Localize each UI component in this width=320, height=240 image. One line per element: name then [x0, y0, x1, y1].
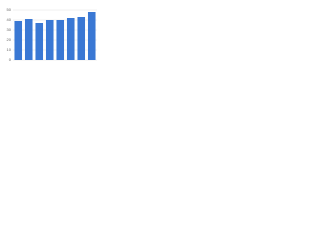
bar — [77, 17, 86, 60]
y-tick-label: 40 — [7, 17, 12, 22]
chart: 0 10 20 30 40 50 — [7, 7, 97, 62]
bar — [87, 12, 96, 60]
y-tick-label: 0 — [9, 57, 12, 62]
bar — [35, 23, 44, 60]
y-tick-label: 30 — [7, 27, 12, 32]
y-tick-label: 50 — [7, 7, 12, 12]
bar — [66, 18, 75, 60]
y-tick-label: 10 — [7, 47, 12, 52]
bar — [24, 19, 33, 60]
bar — [56, 20, 65, 60]
y-tick-label: 20 — [7, 37, 12, 42]
page: {"chart_data": {"type": "bar", "categori… — [0, 0, 100, 71]
bar — [14, 21, 23, 60]
bar — [45, 20, 54, 60]
